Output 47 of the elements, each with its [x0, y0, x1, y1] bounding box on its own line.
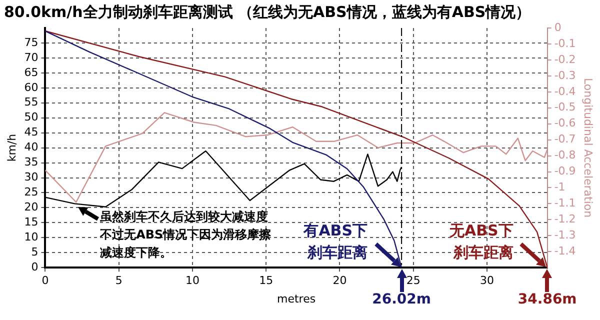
y-tick-label: 25	[24, 186, 38, 199]
y-tick-label: 65	[24, 66, 38, 79]
y-tick-label: 35	[24, 156, 38, 169]
y2-tick-label: -0.6	[554, 116, 576, 130]
y2-tick-label: -0.1	[554, 36, 576, 50]
y-tick-label: 30	[24, 170, 38, 184]
y-tick-label: 15	[24, 216, 38, 229]
x-tick-label: 30	[480, 274, 494, 288]
y2-tick-label: 0	[554, 20, 562, 34]
y-axis-title: km/h	[5, 134, 18, 162]
y2-axis-title: Longitudinal Acceleration	[582, 78, 595, 218]
y2-tick-label: -1.3	[554, 228, 576, 242]
y2-tick-label: -0.8	[554, 148, 576, 162]
annotation: 虽然刹车不久后达到较大减速度不过无ABS情况下因为滑移摩擦减速度下降。	[99, 210, 272, 260]
y-tick-label: 5	[31, 245, 38, 258]
y-tick-label: 50	[24, 110, 38, 124]
annotation: 无ABS下刹车距离	[448, 222, 514, 262]
annotation: 34.86m	[518, 292, 577, 308]
y2-tick-label: -0.4	[554, 84, 576, 98]
x-tick-label: 5	[115, 274, 122, 288]
y-tick-label: 40	[24, 140, 38, 154]
annotation: 26.02m	[372, 292, 431, 308]
chart-title: 80.0km/h全力制动刹车距离测试 （红线为无ABS情况，蓝线为有ABS情况）	[4, 2, 531, 21]
y2-tick-label: -1	[554, 180, 566, 194]
y-tick-label: 10	[24, 230, 38, 244]
x-axis-title: metres	[276, 292, 316, 306]
y-tick-label: 20	[24, 200, 38, 214]
annotation: 有ABS下刹车距离	[302, 222, 368, 262]
y-tick-label: 55	[24, 96, 38, 109]
x-tick-label: 20	[332, 274, 347, 288]
y-tick-label: 70	[24, 50, 38, 64]
y2-tick-label: -1.1	[554, 196, 576, 210]
y2-tick-label: -1.2	[554, 212, 576, 226]
x-tick-label: 0	[42, 274, 49, 288]
y2-tick-label: -0.2	[554, 52, 576, 66]
x-tick-label: 25	[406, 274, 420, 288]
y2-tick-label: -1.4	[554, 244, 576, 258]
y-tick-label: 60	[24, 80, 38, 94]
x-tick-label: 10	[185, 274, 200, 288]
y-tick-label: 75	[24, 36, 38, 49]
y2-tick-label: -0.7	[554, 132, 576, 146]
y-tick-label: 0	[31, 260, 38, 274]
y2-tick-label: -0.9	[554, 164, 576, 178]
x-tick-label: 15	[259, 274, 274, 288]
y2-tick-label: -0.3	[554, 68, 576, 82]
y-tick-label: 45	[24, 126, 38, 139]
y2-tick-label: -0.5	[554, 100, 576, 114]
